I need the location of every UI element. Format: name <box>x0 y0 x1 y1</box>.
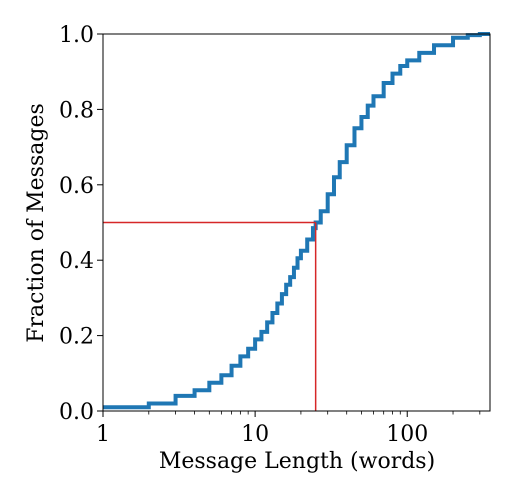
x-tick-label: 100 <box>386 422 428 447</box>
y-tick-label: 0.6 <box>59 174 94 199</box>
x-axis-label: Message Length (words) <box>159 449 435 474</box>
plot-frame <box>102 33 491 412</box>
y-axis-label: Fraction of Messages <box>24 103 49 343</box>
x-tick-label: 10 <box>241 422 269 447</box>
y-tick-label: 0.8 <box>59 98 94 123</box>
y-tick-label: 0.0 <box>59 400 94 425</box>
plot-area: 0.0 0.2 0.4 0.6 0.8 1.0 1 10 100 <box>59 23 491 447</box>
y-tick-label: 0.2 <box>59 325 94 350</box>
y-tick-label: 1.0 <box>59 23 94 48</box>
x-tick-label: 1 <box>96 422 110 447</box>
y-tick-label: 0.4 <box>59 249 94 274</box>
cdf-series-line <box>103 32 490 410</box>
